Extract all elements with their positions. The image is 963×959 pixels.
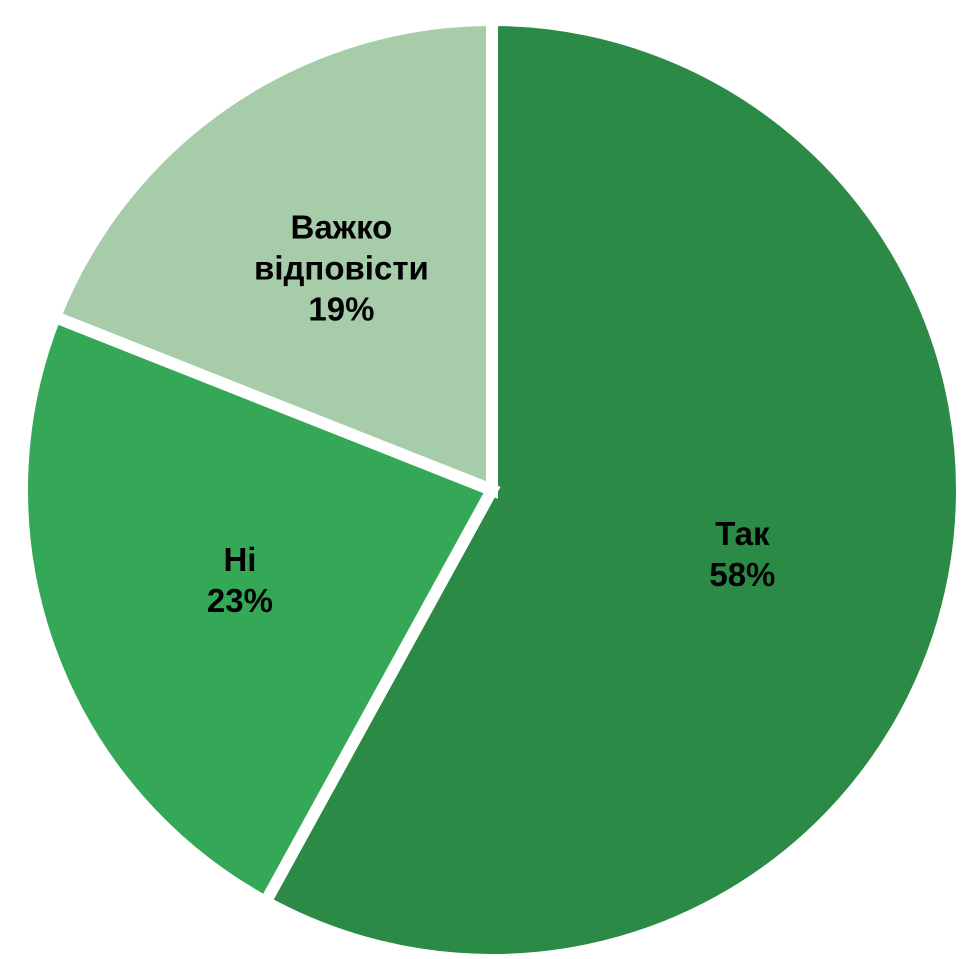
pie-label-1: Так 58% xyxy=(709,515,775,593)
pie-slices xyxy=(16,13,963,959)
slice-label-category: Так xyxy=(715,515,770,552)
slice-label-category: Ні xyxy=(223,541,256,578)
pie-slice-1 xyxy=(257,13,963,959)
slice-label-category: Важко xyxy=(291,208,393,245)
slice-label-category: відповісти xyxy=(254,249,429,286)
slice-label-value: 58% xyxy=(709,556,775,593)
slice-label-value: 19% xyxy=(308,290,374,327)
pie-slice-2 xyxy=(16,309,501,911)
pie-label-2: Ні 23% xyxy=(207,541,273,619)
slice-label-value: 23% xyxy=(207,582,273,619)
pie-labels: Так 58% Ні 23% Важко відповісти 19% xyxy=(207,208,776,619)
pie-slice-3 xyxy=(47,13,498,499)
pie-label-3: Важко відповісти 19% xyxy=(254,208,429,327)
